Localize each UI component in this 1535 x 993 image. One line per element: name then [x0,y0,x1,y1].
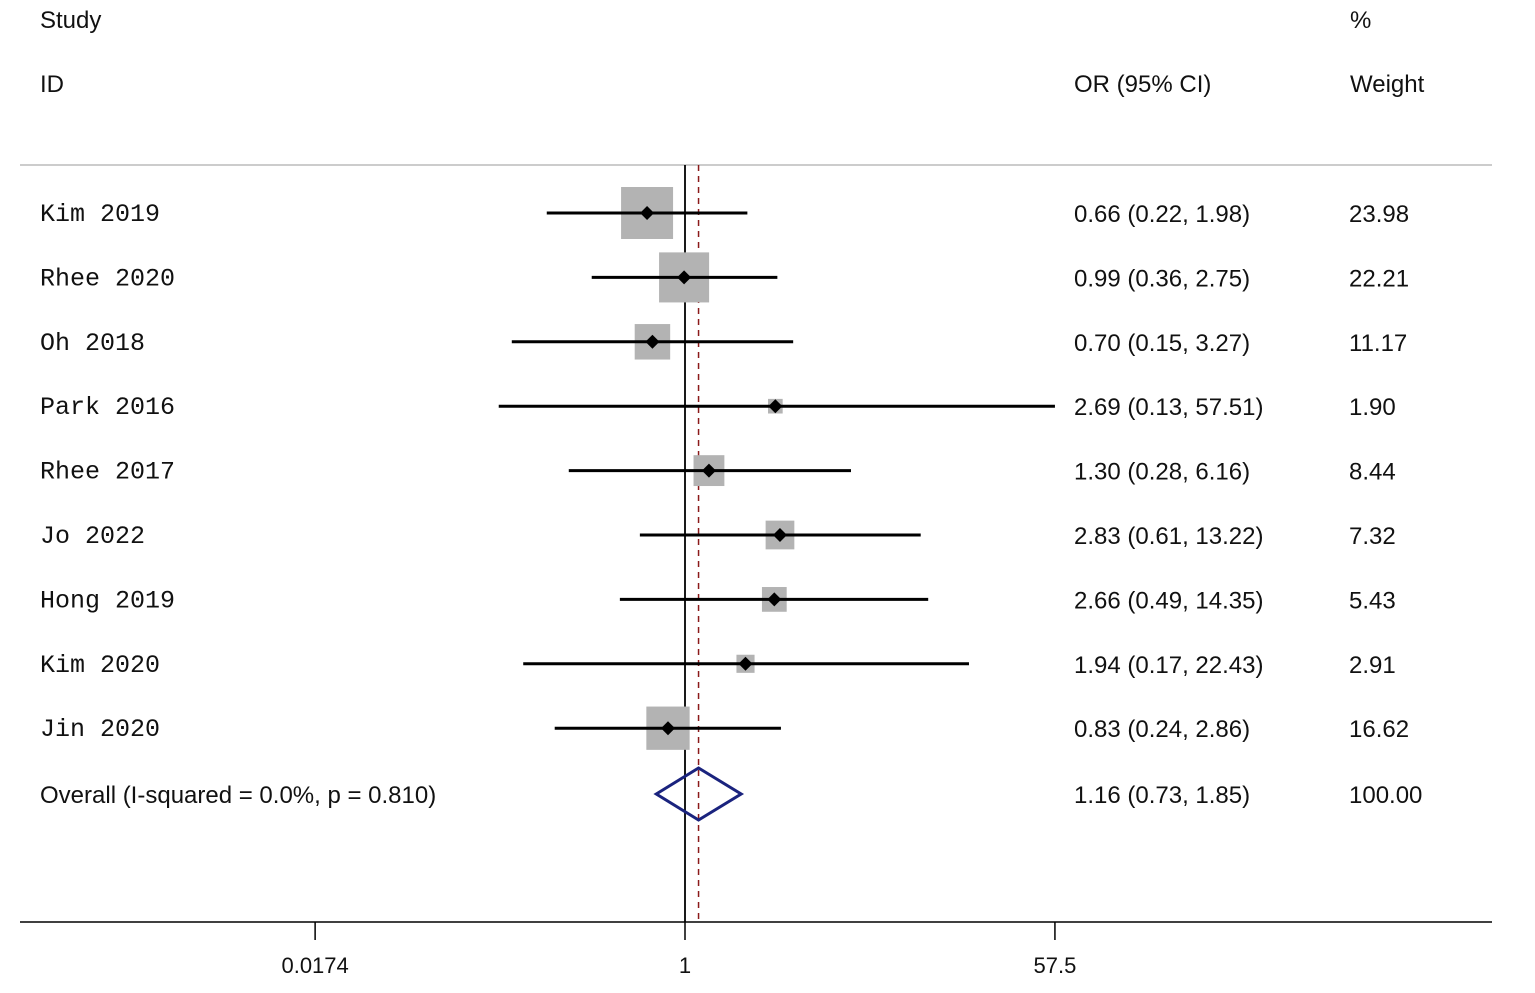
weight-value: 1.90 [1349,394,1396,421]
point-estimate [767,592,782,607]
study-rows: Kim 2019 0.66 (0.22, 1.98) 23.98 Rhee 2020 0… [40,187,1409,750]
or-ci-value: 2.66 (0.49, 14.35) [1074,587,1263,614]
weight-value: 2.91 [1349,652,1396,679]
header-study: Study [40,7,101,34]
study-label: Rhee 2017 [40,458,175,487]
point-estimate [738,656,753,671]
study-row: Oh 2018 0.70 (0.15, 3.27) 11.17 [40,324,1407,360]
point-estimate [640,206,655,220]
weight-value: 8.44 [1349,459,1396,486]
study-label: Kim 2020 [40,651,160,680]
x-tick-label: 57.5 [1034,953,1077,978]
x-tick-label: 1 [679,953,691,978]
study-row: Kim 2019 0.66 (0.22, 1.98) 23.98 [40,187,1409,239]
point-estimate [768,399,783,414]
study-row: Jin 2020 0.83 (0.24, 2.86) 16.62 [40,706,1409,750]
or-ci-value: 1.94 (0.17, 22.43) [1074,652,1263,679]
point-estimate [645,334,660,349]
overall-diamond [653,766,745,822]
point-estimate [677,270,692,285]
or-ci-value: 0.66 (0.22, 1.98) [1074,201,1250,228]
study-label: Kim 2019 [40,200,160,229]
weight-value: 7.32 [1349,523,1396,550]
study-row: Jo 2022 2.83 (0.61, 13.22) 7.32 [40,520,1396,551]
header-or-ci: OR (95% CI) [1074,71,1211,98]
or-ci-value: 2.83 (0.61, 13.22) [1074,523,1263,550]
weight-value: 11.17 [1349,330,1407,357]
weight-value: 5.43 [1349,587,1396,614]
weight-value: 16.62 [1349,716,1409,743]
study-label: Jo 2022 [40,522,145,551]
overall-weight: 100.00 [1349,782,1422,809]
or-ci-value: 2.69 (0.13, 57.51) [1074,394,1263,421]
study-label: Rhee 2020 [40,264,175,293]
study-row: Rhee 2020 0.99 (0.36, 2.75) 22.21 [40,252,1409,303]
x-tick-label: 0.0174 [281,953,348,978]
study-label: Jin 2020 [40,715,160,744]
point-estimate [772,528,787,542]
or-ci-value: 0.83 (0.24, 2.86) [1074,716,1250,743]
study-row: Kim 2020 1.94 (0.17, 22.43) 2.91 [40,651,1396,680]
x-axis-ticks: 0.0174 1 57.5 [281,922,1076,978]
overall-or-ci: 1.16 (0.73, 1.85) [1074,782,1250,809]
header-weight: Weight [1350,71,1425,98]
point-estimate [701,463,716,478]
or-ci-value: 0.70 (0.15, 3.27) [1074,330,1250,357]
weight-value: 22.21 [1349,265,1409,292]
overall-row: Overall (I-squared = 0.0%, p = 0.810) 1.… [40,766,1422,822]
study-label: Park 2016 [40,393,175,422]
study-label: Hong 2019 [40,586,175,615]
study-row: Rhee 2017 1.30 (0.28, 6.16) 8.44 [40,455,1396,487]
point-estimate [660,721,675,736]
header-id: ID [40,71,64,98]
study-row: Park 2016 2.69 (0.13, 57.51) 1.90 [40,393,1396,422]
study-label: Oh 2018 [40,329,145,358]
overall-label: Overall (I-squared = 0.0%, p = 0.810) [40,782,436,809]
study-row: Hong 2019 2.66 (0.49, 14.35) 5.43 [40,586,1396,615]
or-ci-value: 0.99 (0.36, 2.75) [1074,265,1250,292]
weight-value: 23.98 [1349,201,1409,228]
header-percent: % [1350,7,1371,34]
or-ci-value: 1.30 (0.28, 6.16) [1074,459,1250,486]
